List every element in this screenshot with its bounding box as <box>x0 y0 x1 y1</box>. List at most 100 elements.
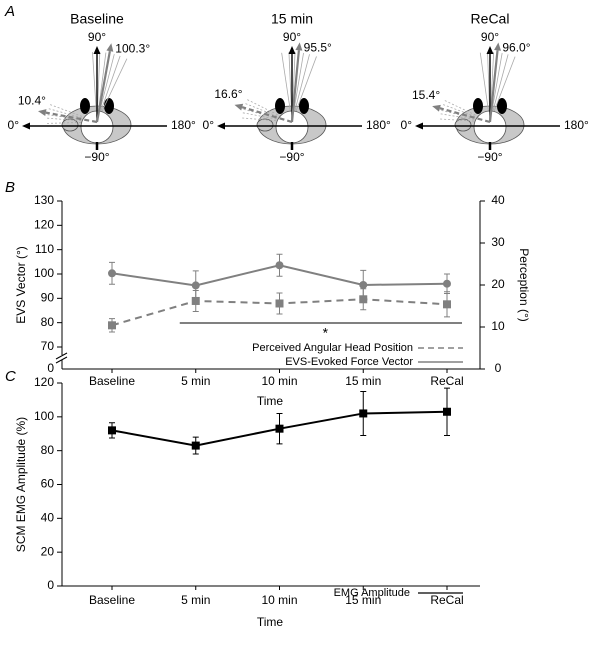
axis-break <box>55 356 68 364</box>
point <box>191 281 200 290</box>
y-tick-label: 120 <box>34 375 54 389</box>
ear <box>80 98 90 114</box>
nose <box>61 118 79 132</box>
axis-label: 0° <box>203 118 215 132</box>
diagram-title: 15 min <box>271 11 313 27</box>
nose <box>454 118 472 132</box>
y-tick-label: 20 <box>41 544 55 558</box>
ear <box>275 98 285 114</box>
y2-tick-label: 40 <box>491 193 505 207</box>
point <box>443 407 451 416</box>
axis-label: 0° <box>8 118 20 132</box>
x-axis-title: Time <box>257 615 284 629</box>
point <box>275 299 284 308</box>
axis-label: 90° <box>481 30 499 44</box>
axis-label: 180° <box>564 118 589 132</box>
nose <box>256 118 274 132</box>
individual-vector <box>489 56 516 123</box>
evs-mean-vector-shaft <box>95 50 111 123</box>
reference-arrow <box>415 122 560 130</box>
point <box>443 279 451 288</box>
y-tick-label: 130 <box>34 193 54 207</box>
point <box>191 296 200 305</box>
point <box>108 321 116 330</box>
axis-label: 90° <box>283 30 301 44</box>
y-tick-label: 70 <box>41 339 55 353</box>
individual-vector <box>96 55 121 123</box>
reference-arrow <box>93 46 101 122</box>
x-tick-label: 15 min <box>345 593 381 607</box>
y2-axis-title: Perception (°) <box>517 248 531 322</box>
legend-label: EMG Amplitude <box>334 587 410 599</box>
point <box>359 409 368 418</box>
perception-mean-vector-head <box>432 104 441 112</box>
reference-arrow-head <box>415 122 423 130</box>
legend-label: Perceived Angular Head Position <box>252 342 413 354</box>
axis-label: 0° <box>401 118 413 132</box>
perception-mean-vector <box>37 109 98 124</box>
evs-angle-label: 100.3° <box>115 41 150 55</box>
point <box>108 426 116 435</box>
x-axis-title: Time <box>257 394 284 408</box>
y2-tick-label: 0 <box>495 361 502 375</box>
evs-angle-label: 95.5° <box>304 41 332 55</box>
y2-tick-label: 10 <box>491 319 505 333</box>
ear <box>104 98 114 114</box>
perception-angle-label: 15.4° <box>412 88 440 102</box>
perception-mean-vector-shaft <box>241 106 293 124</box>
x-tick-label: Baseline <box>89 374 135 388</box>
point <box>108 269 116 278</box>
y-axis-title: SCM EMG Amplitude (%) <box>14 417 28 552</box>
perception-mean-vector-shaft <box>45 111 98 124</box>
axis-label: 180° <box>171 118 196 132</box>
individual-vector <box>479 52 491 123</box>
x-tick-label: 10 min <box>261 374 297 388</box>
reference-arrow-head <box>93 46 101 54</box>
axis-label: −90° <box>279 150 304 164</box>
individual-vector <box>291 56 317 123</box>
reference-arrow <box>486 46 494 122</box>
x-tick-label: 15 min <box>345 374 381 388</box>
axis-label: 90° <box>88 30 106 44</box>
y-tick-label: 110 <box>35 242 54 256</box>
individual-vector <box>281 52 293 123</box>
evs-mean-vector-shaft <box>290 50 300 123</box>
individual-vector <box>291 54 310 123</box>
point <box>443 300 451 309</box>
individual-vector <box>92 52 98 123</box>
y-tick-label: 120 <box>34 218 54 232</box>
reference-arrow-head <box>217 122 225 130</box>
axis-label: 180° <box>366 118 391 132</box>
x-tick-label: ReCal <box>430 593 463 607</box>
panel-letter: A <box>4 3 15 20</box>
ear <box>497 98 507 114</box>
diagram-title: Baseline <box>70 11 124 27</box>
y-tick-label: 40 <box>41 511 55 525</box>
y2-tick-label: 20 <box>491 277 505 291</box>
evs-mean-vector <box>488 42 502 123</box>
evs-mean-vector-head <box>295 42 303 51</box>
perception-mean-vector <box>234 103 293 124</box>
evs-mean-vector-shaft <box>488 50 499 123</box>
x-tick-label: ReCal <box>430 374 463 388</box>
perception-mean-vector-shaft <box>439 107 491 124</box>
y-tick-label: 90 <box>41 291 55 305</box>
y-tick-label: 80 <box>41 315 55 329</box>
y-tick-label: 100 <box>34 266 54 280</box>
reference-arrow-head <box>288 46 296 54</box>
perception-mean-vector <box>432 104 491 124</box>
significance-label: * <box>323 325 329 341</box>
x-tick-label: 5 min <box>181 593 210 607</box>
point <box>275 261 284 270</box>
y-tick-label: 100 <box>34 409 54 423</box>
ear <box>473 98 483 114</box>
evs-mean-vector <box>95 43 114 123</box>
x-tick-label: 10 min <box>261 593 297 607</box>
panel-letter: C <box>5 368 16 385</box>
point <box>275 424 284 433</box>
reference-arrow-head <box>22 122 30 130</box>
perception-angle-label: 10.4° <box>18 93 46 107</box>
evs-mean-vector-head <box>106 43 114 52</box>
